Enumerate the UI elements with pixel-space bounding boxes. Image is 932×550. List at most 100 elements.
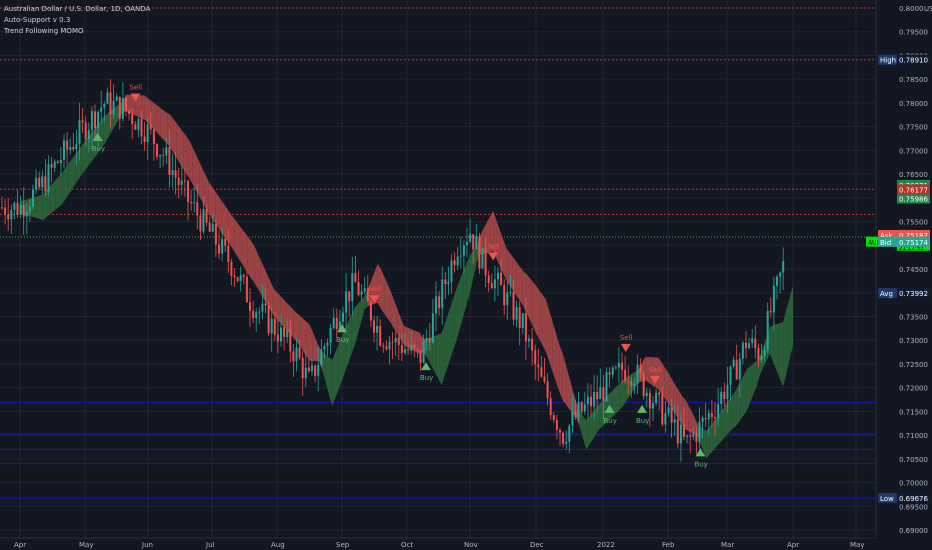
candle-body	[543, 376, 546, 382]
ask-tag-bg	[878, 229, 897, 240]
time-tick: Apr	[787, 541, 799, 549]
candle-body	[593, 392, 596, 407]
candle-body	[190, 201, 193, 204]
trend-ribbon-segment	[199, 161, 203, 203]
candle-body	[518, 307, 521, 328]
candle-body	[745, 342, 747, 349]
candle-body	[264, 303, 267, 306]
buy-signal-label: Buy	[336, 336, 349, 344]
candle-body	[314, 365, 317, 376]
avg-price-value: 0.73992	[899, 290, 928, 298]
price-tick: 0.76500	[899, 171, 928, 179]
trend-ribbon-segment	[160, 108, 164, 141]
candle-body	[348, 291, 351, 302]
candle-body	[760, 355, 763, 361]
sell-signal-arrow	[369, 295, 380, 304]
trend-ribbon-segment	[786, 297, 790, 374]
price-tick: 0.79500	[899, 29, 928, 37]
candle-body	[112, 100, 115, 115]
candle-body	[335, 317, 338, 330]
trend-ribbon-segment	[335, 343, 339, 398]
candle-body	[121, 98, 124, 119]
candle-body	[298, 347, 301, 359]
candle-body	[763, 349, 766, 356]
candle-body	[487, 275, 490, 284]
price-tick: 0.78500	[899, 76, 928, 84]
candle-body	[766, 310, 769, 350]
trend-ribbon-segment	[377, 263, 381, 309]
trend-ribbon-segment	[381, 269, 385, 314]
high-tag: High	[880, 57, 896, 65]
candle-body	[509, 291, 512, 293]
trend-ribbon-segment	[532, 281, 536, 334]
candle-body	[404, 349, 406, 353]
candle-body	[559, 429, 561, 433]
level-b-value: 0.75986	[899, 195, 928, 203]
trend-ribbon-segment	[712, 419, 716, 452]
trend-ribbon-segment	[658, 357, 662, 395]
candle-body	[438, 296, 441, 309]
avg-price-bg	[897, 288, 930, 299]
candle-body	[484, 248, 487, 276]
trend-ribbon-segment	[435, 334, 439, 380]
trend-ribbon-segment	[241, 227, 245, 268]
candle-body	[171, 170, 174, 176]
trend-ribbon-segment	[715, 415, 719, 449]
candle-body	[565, 441, 568, 444]
trend-ribbon-segment	[394, 299, 398, 334]
sell-signal-arrow	[650, 375, 660, 384]
candle-body	[360, 291, 363, 296]
trend-ribbon-segment	[36, 195, 40, 219]
trend-ribbon-segment	[730, 393, 734, 432]
trend-ribbon-segment	[244, 232, 248, 274]
trend-ribbon-segment	[622, 378, 626, 407]
trend-ribbon-segment	[283, 299, 287, 331]
candle-body	[710, 413, 713, 417]
time-tick: Sep	[336, 541, 350, 549]
candle-body	[655, 392, 658, 404]
symbol-title[interactable]: Australian Dollar / U.S. Dollar, 1D, OAN…	[4, 5, 151, 13]
trend-ribbon-segment	[556, 333, 560, 393]
buy-signal-label: Buy	[92, 145, 105, 153]
candle-body	[146, 124, 149, 143]
price-tick: 0.78000	[899, 100, 928, 108]
trend-ribbon-segment	[466, 255, 470, 304]
candle-body	[717, 403, 720, 419]
candle-body	[605, 372, 608, 402]
candle-body	[757, 348, 760, 361]
candle-body	[118, 96, 121, 119]
trend-ribbon-segment	[691, 411, 695, 435]
buy-signal-arrow	[420, 362, 431, 371]
candle-body	[754, 338, 757, 349]
candle-body	[78, 120, 81, 145]
candle-body	[4, 207, 7, 215]
candle-body	[695, 433, 698, 442]
indicator-auto-support[interactable]: Auto-Support v 0.3	[4, 16, 71, 24]
indicator-trend-momo[interactable]: Trend Following MOMO	[4, 27, 84, 35]
candle-body	[748, 343, 751, 349]
trend-ribbon-segment	[769, 325, 774, 363]
trend-ribbon-segment	[664, 367, 668, 403]
candle-body	[658, 392, 661, 395]
candle-body	[357, 281, 360, 296]
trend-ribbon-segment	[296, 313, 300, 346]
candle-body	[134, 124, 137, 130]
candle-body	[636, 364, 639, 384]
low-tag: Low	[880, 495, 894, 503]
trend-ribbon-segment	[609, 390, 613, 420]
candle-body	[676, 419, 679, 444]
trend-ribbon-segment	[432, 335, 436, 374]
trend-ribbon-segment	[727, 397, 731, 435]
candle-body	[506, 292, 509, 306]
candle-body	[586, 396, 589, 405]
trend-ribbon-segment	[463, 262, 467, 316]
trend-ribbon-segment	[138, 95, 142, 119]
candle-body	[729, 366, 732, 385]
candle-body	[329, 327, 332, 343]
trend-ribbon-segment	[205, 175, 209, 214]
price-tick: 0.72000	[899, 385, 928, 393]
trend-ribbon-segment	[144, 95, 148, 123]
candle-body	[94, 111, 96, 129]
candle-body	[227, 245, 230, 262]
